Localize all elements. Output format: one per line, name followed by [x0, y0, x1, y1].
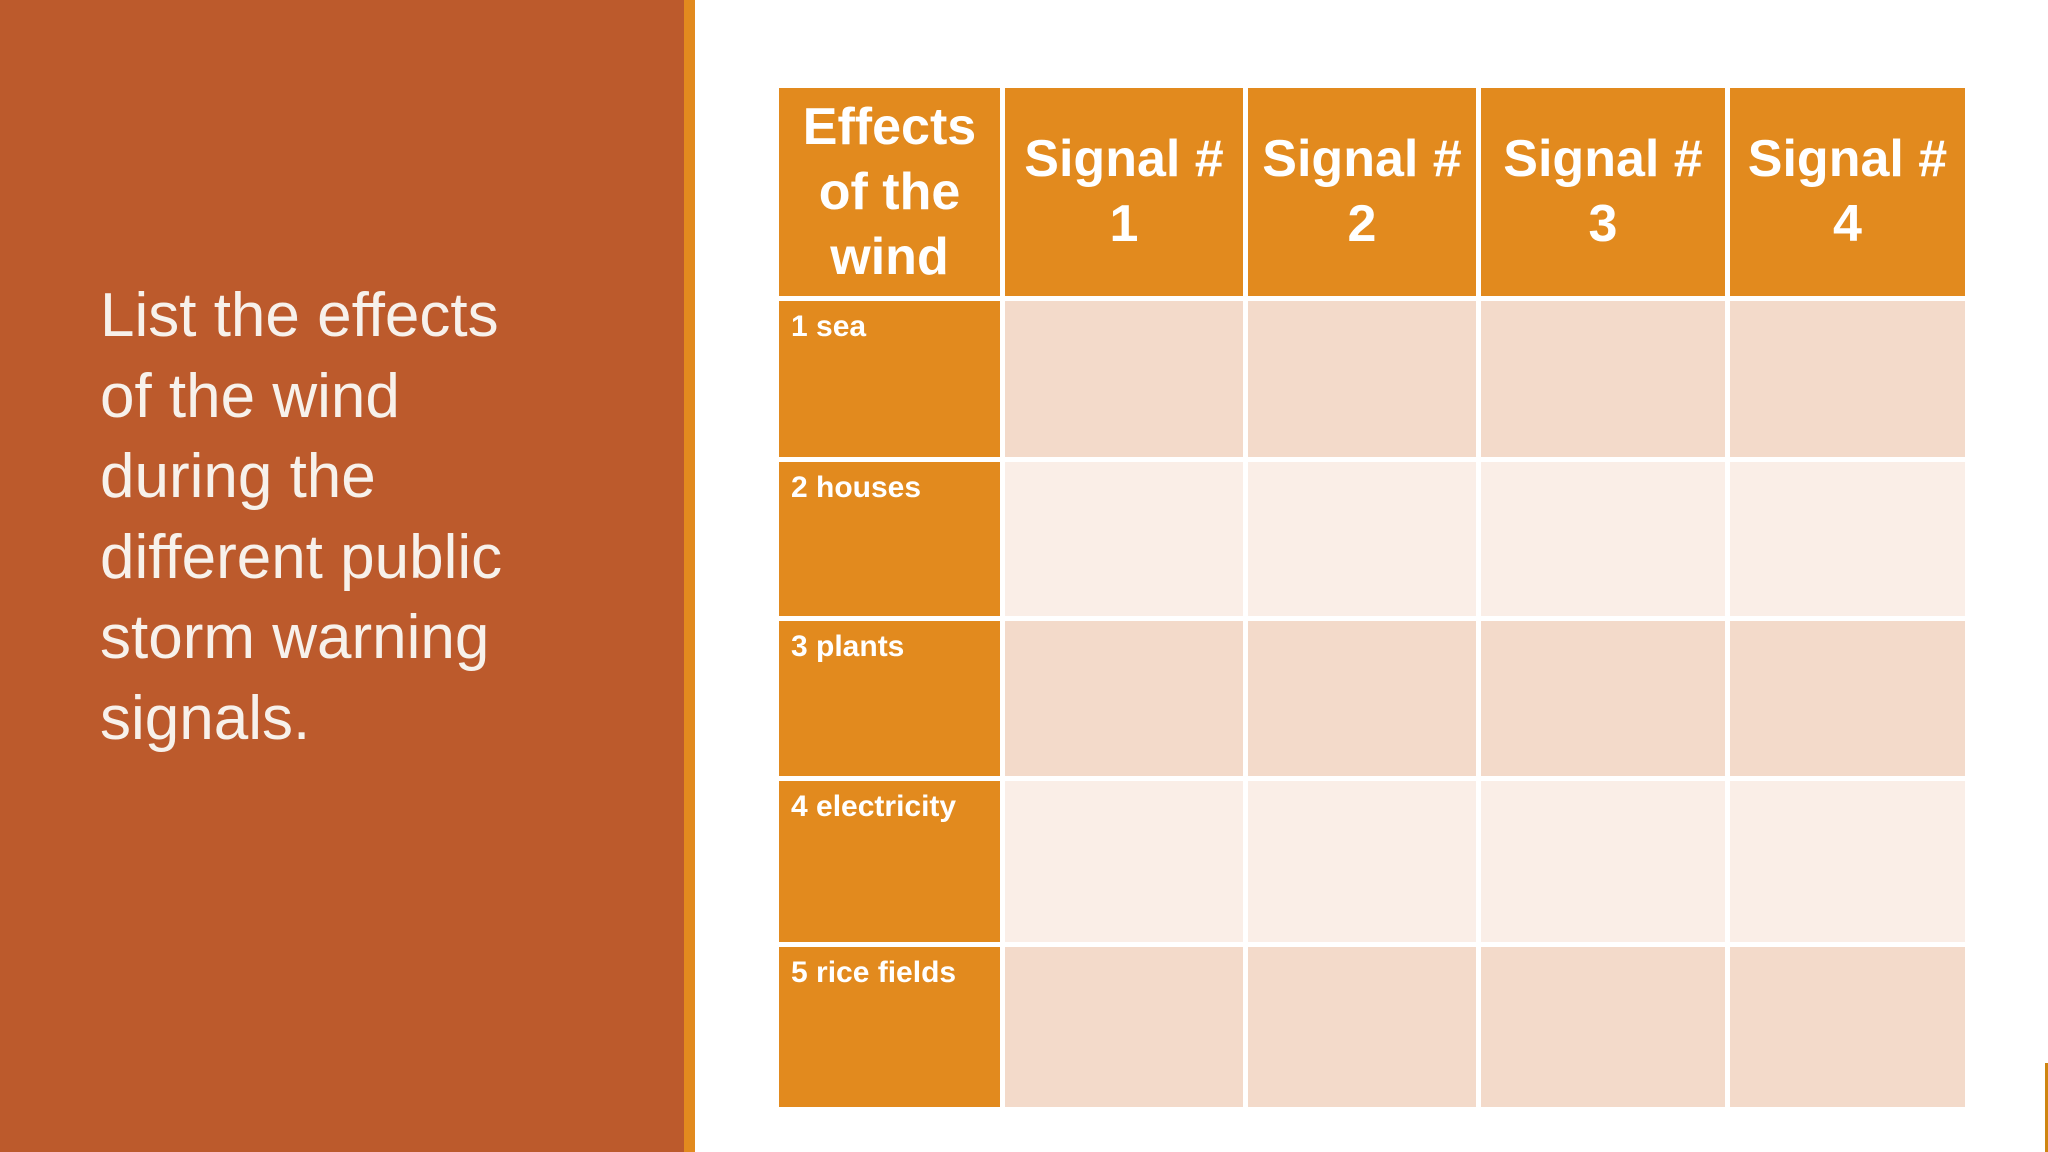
table-cell-sea-signal-2[interactable]	[1248, 301, 1476, 457]
table-cell-plants-signal-3[interactable]	[1481, 621, 1725, 776]
table-cell-sea-signal-4[interactable]	[1730, 301, 1965, 457]
table-cell-rice-fields-signal-1[interactable]	[1005, 947, 1243, 1107]
table-header-signal-1: Signal # 1	[1005, 88, 1243, 296]
table-cell-rice-fields-signal-4[interactable]	[1730, 947, 1965, 1107]
row-label-houses: 2 houses	[779, 462, 1000, 616]
table-cell-electricity-signal-2[interactable]	[1248, 781, 1476, 942]
table-cell-plants-signal-1[interactable]	[1005, 621, 1243, 776]
table-cell-plants-signal-2[interactable]	[1248, 621, 1476, 776]
table-header-signal-2: Signal # 2	[1248, 88, 1476, 296]
row-label-sea: 1 sea	[779, 301, 1000, 457]
table-cell-houses-signal-2[interactable]	[1248, 462, 1476, 616]
table-cell-houses-signal-1[interactable]	[1005, 462, 1243, 616]
table-cell-houses-signal-3[interactable]	[1481, 462, 1725, 616]
table-cell-plants-signal-4[interactable]	[1730, 621, 1965, 776]
effects-table: Effects of the wind Signal # 1 Signal # …	[779, 88, 1965, 1107]
table-cell-sea-signal-3[interactable]	[1481, 301, 1725, 457]
table-cell-rice-fields-signal-3[interactable]	[1481, 947, 1725, 1107]
table-header-corner: Effects of the wind	[779, 88, 1000, 296]
table-cell-electricity-signal-4[interactable]	[1730, 781, 1965, 942]
table-header-signal-4: Signal # 4	[1730, 88, 1965, 296]
row-label-electricity: 4 electricity	[779, 781, 1000, 942]
table-cell-sea-signal-1[interactable]	[1005, 301, 1243, 457]
right-edge-tick	[2045, 1063, 2048, 1152]
prompt-text: List the effects of the wind during the …	[100, 281, 503, 753]
table-cell-rice-fields-signal-2[interactable]	[1248, 947, 1476, 1107]
row-label-rice-fields: 5 rice fields	[779, 947, 1000, 1107]
table-cell-electricity-signal-3[interactable]	[1481, 781, 1725, 942]
table-cell-houses-signal-4[interactable]	[1730, 462, 1965, 616]
left-panel: List the effects of the wind during the …	[0, 0, 684, 1152]
accent-strip	[684, 0, 695, 1152]
row-label-plants: 3 plants	[779, 621, 1000, 776]
table-cell-electricity-signal-1[interactable]	[1005, 781, 1243, 942]
table-header-signal-3: Signal # 3	[1481, 88, 1725, 296]
